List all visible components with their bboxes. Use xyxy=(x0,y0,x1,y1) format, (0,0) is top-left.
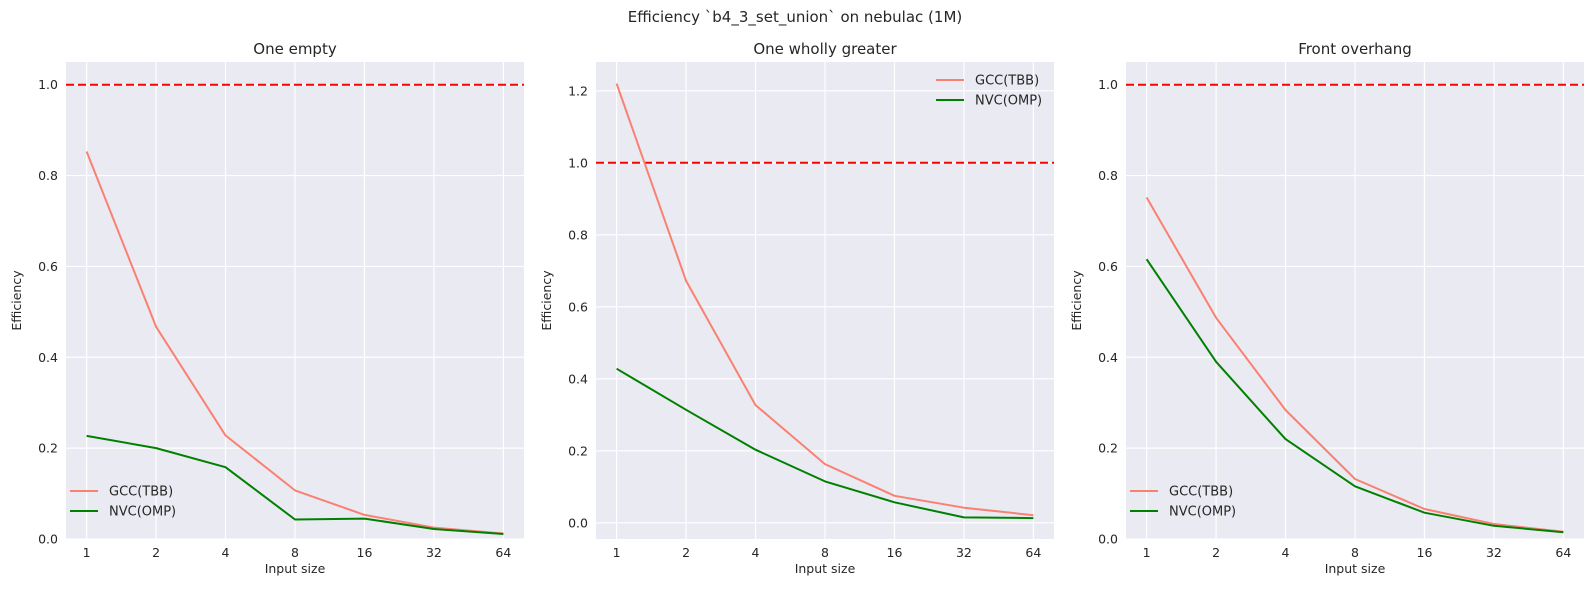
x-tick-label: 1 xyxy=(1143,545,1151,560)
x-tick-label: 64 xyxy=(495,545,511,560)
legend-label: GCC(TBB) xyxy=(109,485,173,500)
figure-suptitle: Efficiency `b4_3_set_union` on nebulac (… xyxy=(628,8,962,27)
legend: GCC(TBB) NVC(OMP) xyxy=(936,74,1042,109)
legend-label: NVC(OMP) xyxy=(975,94,1042,109)
x-tick-label: 8 xyxy=(291,545,299,560)
series-line-nvc-omp xyxy=(86,434,504,535)
x-tick-label: 2 xyxy=(1212,545,1220,560)
y-tick-label: 0.0 xyxy=(1098,532,1118,547)
legend-label: NVC(OMP) xyxy=(109,505,176,520)
x-tick-label: 4 xyxy=(1282,545,1290,560)
legend-label: GCC(TBB) xyxy=(975,74,1039,89)
x-tick-label: 1 xyxy=(83,545,91,560)
subplot-3: 1 2 4 8 16 32 64 0.0 0.2 0.4 0.6 0.8 1.0 Front overha… xyxy=(1069,40,1584,576)
series-line-gcc-tbb xyxy=(85,151,504,535)
x-tick-label: 2 xyxy=(682,545,690,560)
legend: GCC(TBB) NVC(OMP) xyxy=(1130,485,1236,520)
x-tick-label: 2 xyxy=(152,545,160,560)
subplot-panels: 1 2 4 8 16 32 64 0.0 0.2 0.4 0.6 0.8 1.0 One empty Inp… xyxy=(9,40,1584,576)
y-tick-label: 0.4 xyxy=(1098,350,1118,365)
y-tick-label: 1.0 xyxy=(38,77,58,92)
subplot-2: 1 2 4 8 16 32 64 0.0 0.2 0.4 0.6 0.8 1.0 1.2 One wholl… xyxy=(539,40,1054,576)
legend-label: GCC(TBB) xyxy=(1169,485,1233,500)
y-axis-label: Efficiency xyxy=(1069,270,1084,331)
x-axis-label: Input size xyxy=(795,561,856,576)
series-line-nvc-omp xyxy=(616,367,1034,520)
subplot-title: Front overhang xyxy=(1298,40,1412,58)
x-axis-label: Input size xyxy=(265,561,326,576)
legend: GCC(TBB) NVC(OMP) xyxy=(70,485,176,520)
y-tick-label: 0.6 xyxy=(38,259,58,274)
y-tick-label: 0.2 xyxy=(38,441,58,456)
x-tick-label: 1 xyxy=(613,545,621,560)
y-axis-label: Efficiency xyxy=(539,270,554,331)
y-tick-label: 0.0 xyxy=(568,515,588,530)
y-tick-label: 0.6 xyxy=(568,299,588,314)
y-axis-label: Efficiency xyxy=(9,270,24,331)
subplot-title: One wholly greater xyxy=(753,40,897,58)
y-tick-label: 0.8 xyxy=(568,227,588,242)
y-tick-label: 0.8 xyxy=(38,168,58,183)
subplot-1: 1 2 4 8 16 32 64 0.0 0.2 0.4 0.6 0.8 1.0 One empty Inp… xyxy=(9,40,524,576)
x-tick-label: 4 xyxy=(752,545,760,560)
series-line-nvc-omp xyxy=(1145,258,1564,534)
x-tick-label: 16 xyxy=(887,545,903,560)
x-tick-label: 8 xyxy=(821,545,829,560)
x-tick-label: 32 xyxy=(426,545,442,560)
y-tick-label: 0.2 xyxy=(568,443,588,458)
x-tick-label: 32 xyxy=(956,545,972,560)
y-tick-label: 0.2 xyxy=(1098,441,1118,456)
x-tick-label: 4 xyxy=(222,545,230,560)
series-line-gcc-tbb xyxy=(1145,196,1564,533)
x-tick-label: 16 xyxy=(1417,545,1433,560)
x-tick-label: 16 xyxy=(357,545,373,560)
y-tick-label: 0.6 xyxy=(1098,259,1118,274)
x-tick-label: 8 xyxy=(1351,545,1359,560)
y-tick-label: 0.4 xyxy=(38,350,58,365)
x-tick-label: 64 xyxy=(1555,545,1571,560)
y-tick-label: 1.2 xyxy=(568,83,588,98)
subplot-title: One empty xyxy=(253,40,337,58)
series-line-gcc-tbb xyxy=(615,83,1034,517)
x-axis-label: Input size xyxy=(1325,561,1386,576)
legend-label: NVC(OMP) xyxy=(1169,505,1236,520)
y-tick-label: 0.0 xyxy=(38,532,58,547)
y-tick-label: 0.4 xyxy=(568,371,588,386)
x-tick-label: 64 xyxy=(1025,545,1041,560)
y-tick-label: 1.0 xyxy=(568,155,588,170)
y-tick-label: 1.0 xyxy=(1098,77,1118,92)
x-tick-label: 32 xyxy=(1486,545,1502,560)
y-tick-label: 0.8 xyxy=(1098,168,1118,183)
